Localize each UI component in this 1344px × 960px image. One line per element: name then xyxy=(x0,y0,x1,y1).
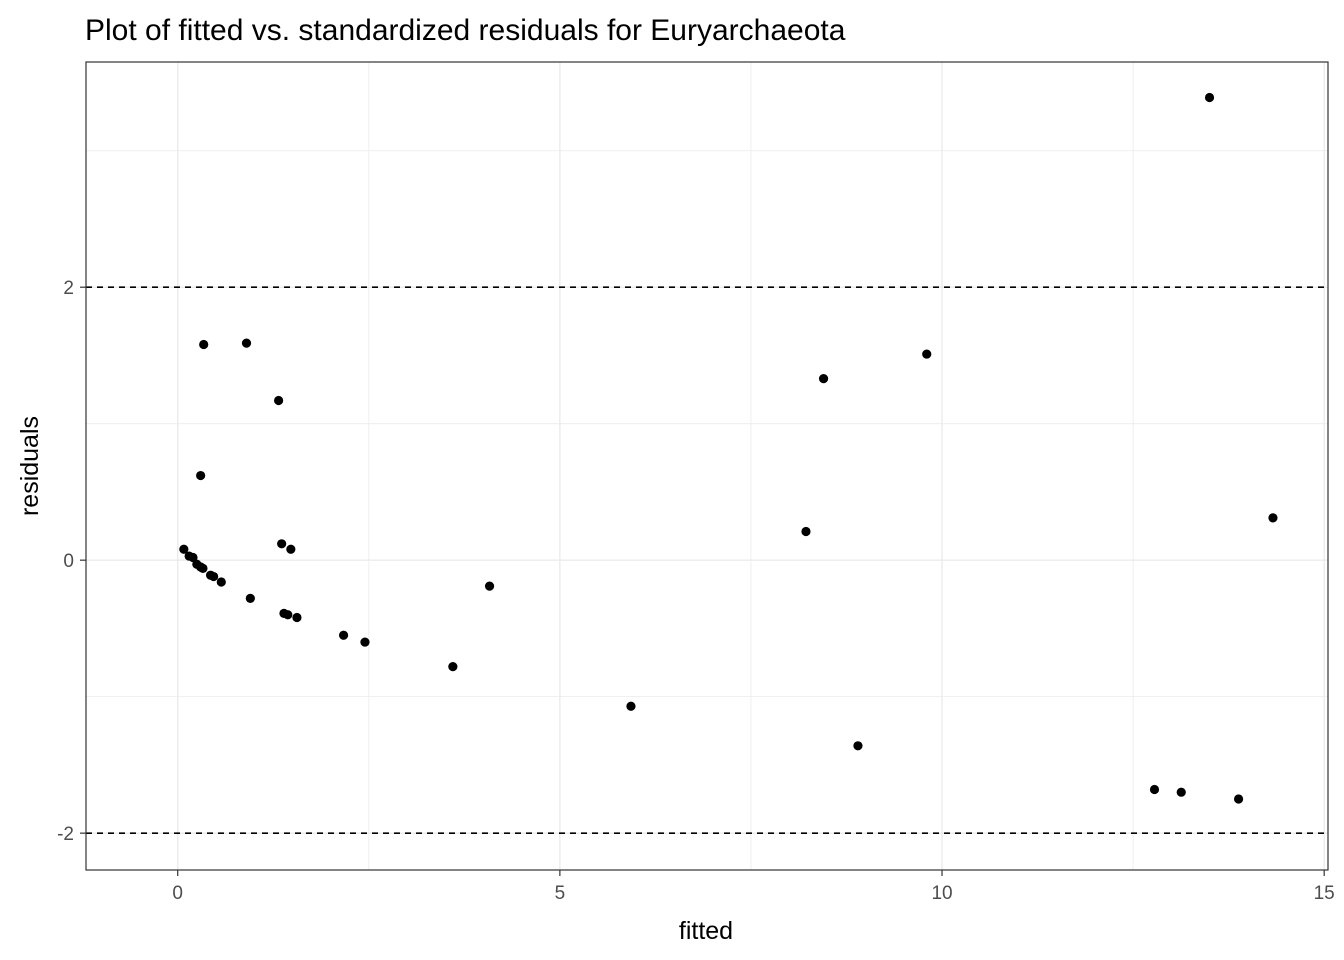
data-point xyxy=(196,470,206,481)
chart-title: Plot of fitted vs. standardized residual… xyxy=(85,14,846,47)
x-tick-label: 10 xyxy=(931,883,952,904)
data-point xyxy=(198,563,208,573)
data-point xyxy=(818,374,829,384)
data-point xyxy=(292,612,302,623)
data-point xyxy=(241,338,252,348)
data-point xyxy=(1233,794,1244,804)
data-point xyxy=(209,571,219,582)
data-point xyxy=(801,526,811,537)
data-point xyxy=(216,577,226,587)
data-point xyxy=(1268,513,1278,523)
data-point xyxy=(1149,784,1160,795)
data-point xyxy=(179,544,189,554)
reference-lines xyxy=(86,286,1328,834)
x-tick-label: 0 xyxy=(172,883,183,904)
y-tick-label: 0 xyxy=(63,551,74,572)
data-point xyxy=(360,637,370,647)
grid-lines xyxy=(86,62,1328,870)
x-tick-label: 15 xyxy=(1314,883,1335,904)
data-point xyxy=(199,339,209,350)
x-tick-label: 5 xyxy=(555,883,566,904)
data-point xyxy=(1176,787,1186,797)
y-tick-label: -2 xyxy=(57,824,74,845)
data-point xyxy=(448,662,458,672)
x-axis-ticks: 0 5 10 15 xyxy=(172,870,1335,904)
data-point xyxy=(484,581,495,591)
data-point xyxy=(283,610,293,620)
x-axis-title: fitted xyxy=(679,917,733,945)
data-point xyxy=(1204,92,1215,103)
data-points xyxy=(179,92,1278,804)
data-point xyxy=(922,349,932,359)
data-point xyxy=(277,539,287,549)
data-point xyxy=(626,701,636,711)
data-point xyxy=(286,544,296,554)
data-point xyxy=(274,395,284,406)
data-point xyxy=(245,593,255,603)
y-axis-ticks: -2 0 2 xyxy=(57,278,86,845)
panel-border xyxy=(85,61,1329,871)
data-point xyxy=(338,630,349,640)
y-axis-title: residuals xyxy=(16,416,44,516)
y-tick-label: 2 xyxy=(63,278,74,299)
data-point xyxy=(188,552,198,563)
data-point xyxy=(853,741,863,751)
